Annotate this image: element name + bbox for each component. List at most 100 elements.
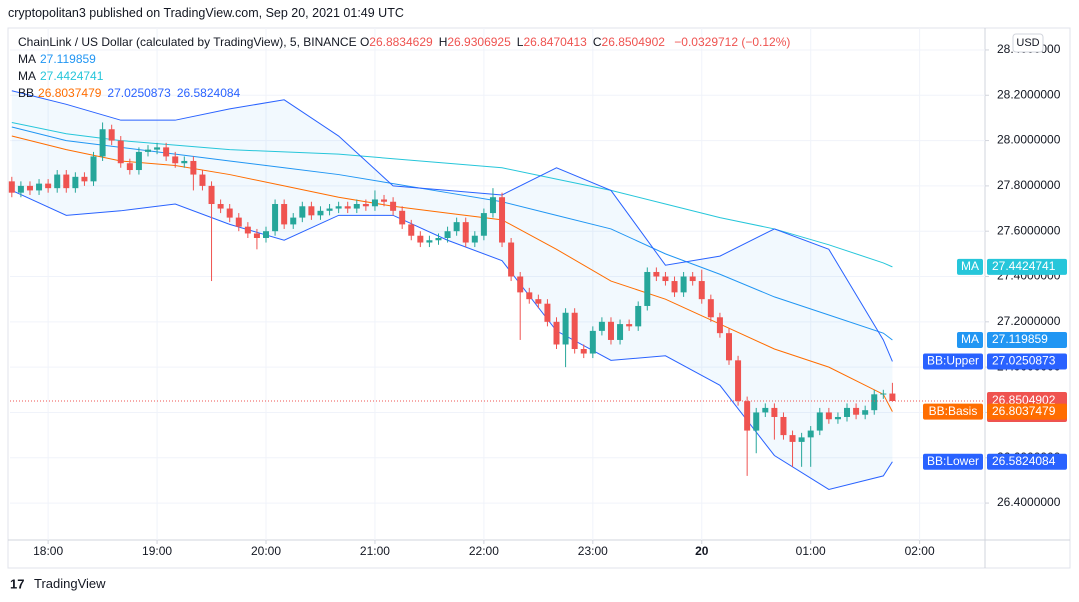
candle-body <box>571 312 578 350</box>
candle-body <box>716 317 723 334</box>
candle-body <box>735 360 742 402</box>
currency-box[interactable] <box>1012 33 1044 53</box>
ma1-name: MA <box>18 52 36 66</box>
ohlc-prefix: L <box>516 35 524 49</box>
candle-body <box>544 303 551 322</box>
candle-body <box>417 235 424 243</box>
tag-value: 26.8037479 <box>992 404 1056 418</box>
x-tick-label: 18:00 <box>33 544 63 558</box>
candle-body <box>144 149 151 152</box>
tag-value-box <box>987 403 1067 420</box>
bb-fill <box>11 90 893 490</box>
candle-body <box>281 204 288 225</box>
candle-body <box>45 183 52 189</box>
x-tick-label: 21:00 <box>360 544 390 558</box>
bb-name: BB <box>18 86 35 100</box>
candle-body <box>798 437 805 442</box>
candle-body <box>462 222 469 243</box>
candle-body <box>853 407 860 415</box>
candle-body <box>553 321 560 345</box>
tag-value: 27.119859 <box>992 332 1048 346</box>
candle-body <box>408 224 415 236</box>
candle-body <box>181 160 188 164</box>
candle-body <box>598 321 605 331</box>
candle-body <box>635 305 642 327</box>
tag-name: BB:Lower <box>927 454 979 468</box>
y-tick-label: 28.2000000 <box>997 87 1061 101</box>
candle-body <box>653 271 660 277</box>
legend-bb: BB 26.8037479 27.0250873 26.5824084 <box>18 85 790 102</box>
candle-body <box>308 206 315 216</box>
candle-body <box>607 321 614 340</box>
tag-name: MA <box>961 332 979 346</box>
candle-body <box>208 185 215 205</box>
candle-body <box>489 197 496 214</box>
tag-value: 26.5824084 <box>992 454 1056 468</box>
ma2-name: MA <box>18 69 36 83</box>
candle-body <box>844 407 851 417</box>
ma1-last: 27.119859 <box>40 52 96 66</box>
y-tick-label: 27.8000000 <box>997 178 1061 192</box>
candle-body <box>371 199 378 207</box>
candle-body <box>834 416 841 420</box>
tag-value-box <box>987 331 1067 348</box>
candle-body <box>362 204 369 207</box>
candle-body <box>825 412 832 420</box>
candle-body <box>99 129 106 157</box>
candle-body <box>880 393 887 395</box>
legend-ma1: MA 27.119859 <box>18 51 790 68</box>
x-tick-label: 22:00 <box>469 544 499 558</box>
bb-value: 26.8037479 <box>38 86 102 100</box>
ohlc-value: 26.8834629 <box>369 35 433 49</box>
candle-body <box>172 156 179 164</box>
candle-body <box>889 393 896 402</box>
x-tick-label: 20:00 <box>251 544 281 558</box>
candle-body <box>63 174 70 189</box>
candle-body <box>8 181 15 193</box>
indicator-line <box>11 189 893 491</box>
candle-body <box>435 237 442 241</box>
y-tick-label: 27.2000000 <box>997 314 1061 328</box>
candle-body <box>353 204 360 209</box>
y-tick-label: 28.0000000 <box>997 133 1061 147</box>
candle-body <box>90 156 97 182</box>
tag-name-box <box>957 331 983 348</box>
tag-value: 27.4424741 <box>992 259 1056 273</box>
legend-main: ChainLink / US Dollar (calculated by Tra… <box>18 34 790 51</box>
ohlc-value: 26.8470413 <box>523 35 587 49</box>
candle-body <box>290 217 297 225</box>
candle-body <box>199 174 206 186</box>
change: −0.0329712 (−0.12%) <box>674 35 791 49</box>
candle-body <box>163 147 170 157</box>
candle-body <box>299 206 306 218</box>
candle-body <box>707 299 714 318</box>
tag-name-box <box>923 453 983 470</box>
candle-body <box>326 208 333 211</box>
legend: ChainLink / US Dollar (calculated by Tra… <box>18 34 790 102</box>
currency-button[interactable]: USD <box>1012 33 1044 53</box>
grid <box>10 28 985 540</box>
ohlc-prefix: O <box>359 35 370 49</box>
currency[interactable]: USD <box>1016 37 1039 49</box>
candle-body <box>253 233 260 238</box>
candle-body <box>789 435 796 442</box>
candle-body <box>390 201 397 211</box>
candle-body <box>771 407 778 417</box>
legend-ma2: MA 27.4424741 <box>18 68 790 85</box>
tag-name-box <box>923 403 983 420</box>
candle-body <box>862 410 869 415</box>
candle-body <box>526 292 533 300</box>
symbol-title: ChainLink / US Dollar (calculated by Tra… <box>18 35 357 49</box>
candle-body <box>689 276 696 282</box>
bb-value: 27.0250873 <box>107 86 171 100</box>
candle-body <box>617 324 624 340</box>
x-tick-label: 20 <box>695 544 709 558</box>
ohlc-prefix: C <box>592 35 602 49</box>
candle-body <box>453 222 460 232</box>
candle-body <box>426 240 433 243</box>
candle-body <box>535 299 542 304</box>
candle-body <box>589 330 596 354</box>
x-tick-label: 23:00 <box>578 544 608 558</box>
candle-body <box>217 204 224 209</box>
